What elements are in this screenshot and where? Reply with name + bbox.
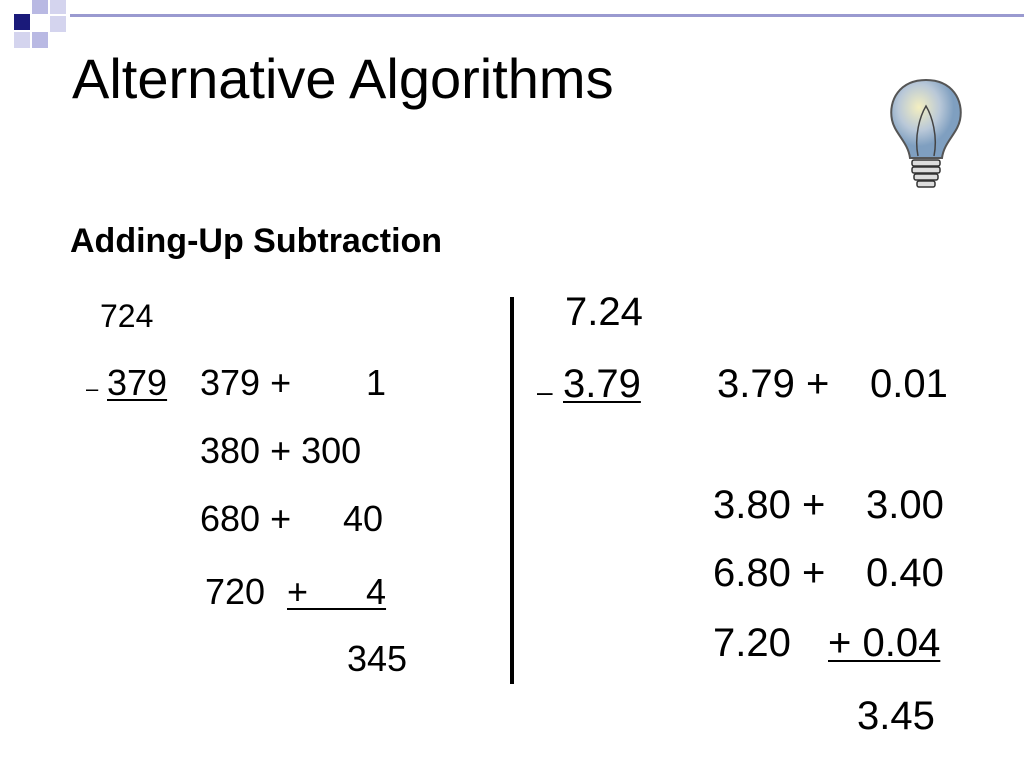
top-rule [70, 14, 1024, 17]
decor-square [32, 32, 48, 48]
decor-square [14, 32, 30, 48]
step-base: 680 + [200, 498, 292, 539]
subtitle: Adding-Up Subtraction [70, 222, 443, 260]
step-base: 7.20 [713, 621, 791, 665]
decor-square [50, 0, 66, 14]
step-base: 720 [205, 571, 266, 612]
step-add: 1 [366, 362, 387, 403]
lightbulb-icon [890, 78, 962, 188]
step-base: 3.80 + [713, 483, 826, 527]
step-base: 379 + [200, 362, 292, 403]
minus-sign: – [537, 376, 553, 407]
minus-sign: – [86, 376, 99, 401]
step-base: 3.79 + [717, 362, 830, 406]
title: Alternative Algorithms [72, 47, 614, 110]
step-base: 380 + 300 [200, 430, 362, 471]
step-add: 40 [343, 498, 384, 539]
minuend: 7.24 [565, 290, 643, 334]
step-add: 0.01 [870, 362, 948, 406]
step-add: 0.40 [866, 551, 944, 595]
result: 345 [347, 638, 408, 679]
decor-square [14, 14, 30, 30]
step-add: + 4 [287, 571, 387, 612]
subtrahend: 3.79 [563, 362, 641, 406]
divider [510, 297, 514, 684]
subtrahend: 379 [107, 362, 168, 403]
step-add: + 0.04 [828, 621, 941, 665]
result: 3.45 [857, 694, 935, 738]
decor-square [32, 0, 48, 14]
minuend: 724 [100, 298, 154, 334]
decor-square [50, 16, 66, 32]
step-add: 3.00 [866, 483, 944, 527]
step-base: 6.80 + [713, 551, 826, 595]
